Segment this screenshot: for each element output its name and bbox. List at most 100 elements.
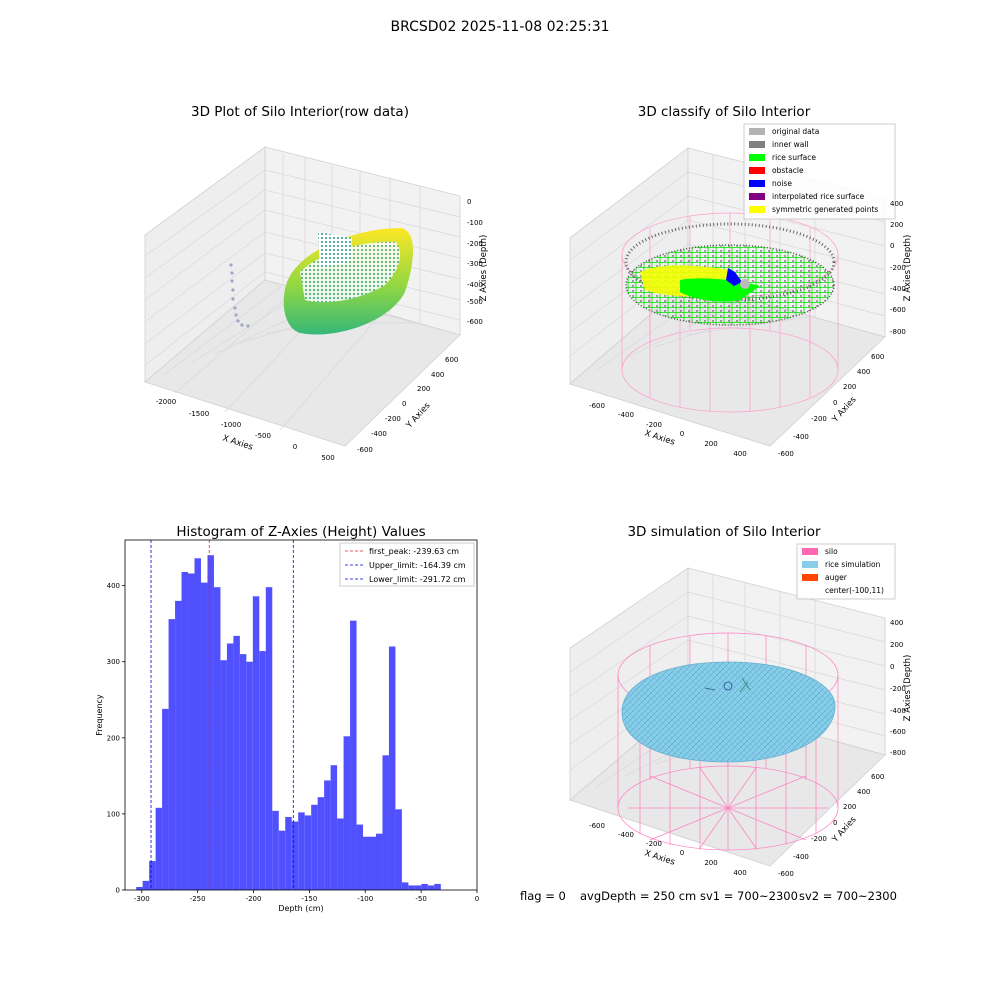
legend-label: first_peak: -239.63 cm: [369, 547, 459, 556]
histogram-bar: [155, 807, 163, 890]
classify-x-ticks: -600 -400 -200 0 200 400: [589, 402, 747, 458]
panel-simulation-3d: 3D simulation of Silo Interior: [569, 524, 913, 878]
histogram-bar: [188, 573, 195, 890]
legend-swatch-rice-surface: [749, 154, 765, 161]
histogram-bar: [324, 780, 331, 890]
histogram-reference-lines: [150, 540, 294, 890]
y-tick: -400: [793, 433, 809, 441]
histogram-bars: [136, 555, 441, 890]
classify-z-ticks: 400 200 0 -200 -400 -600 -800: [890, 200, 906, 336]
raw-y-ticks: -600 -400 -200 0 200 400 600: [357, 356, 458, 454]
histogram-title: Histogram of Z-Axies (Height) Values: [176, 524, 425, 540]
x-tick-label: 0: [475, 895, 479, 903]
auger-marker: [704, 677, 751, 693]
x-tick-label: -200: [246, 895, 262, 903]
histogram-x-ticks: -300 -250 -200 -150 -100 -50 0: [134, 890, 479, 903]
histogram-bar: [259, 651, 266, 890]
histogram-bar: [382, 755, 389, 890]
z-tick: -400: [890, 707, 906, 715]
histogram-bar: [252, 596, 260, 890]
y-tick-label: 200: [107, 734, 120, 742]
z-tick: -200: [890, 685, 906, 693]
simulation-x-label: X Axies: [643, 848, 676, 867]
panel-classify-3d: 3D classify of Silo Interior: [569, 104, 913, 458]
classify-x-label: X Axies: [643, 428, 676, 447]
panel-raw-3d: 3D Plot of Silo Interior(row data): [144, 104, 489, 462]
histogram-bar: [213, 587, 221, 890]
z-tick: -400: [467, 281, 483, 289]
y-tick: 0: [833, 399, 837, 407]
x-tick: -2000: [156, 398, 176, 406]
histogram-bar: [220, 660, 227, 890]
legend-swatch-obstacle: [749, 167, 765, 174]
avg-depth-text: avgDepth = 250 cm: [580, 889, 696, 903]
y-tick: 400: [431, 371, 444, 379]
histogram-bar: [200, 582, 208, 890]
histogram-axes-frame: [124, 539, 478, 891]
legend-label: interpolated rice surface: [772, 192, 865, 201]
x-tick: 400: [733, 450, 746, 458]
x-tick: 500: [321, 454, 334, 462]
histogram-bar: [330, 765, 338, 890]
histogram-bar: [136, 886, 143, 890]
y-tick: 400: [857, 788, 870, 796]
sv1-text: sv1 = 700~2300: [700, 889, 798, 903]
histogram-bar: [317, 797, 325, 890]
z-tick: 200: [890, 641, 903, 649]
simulation-z-label: Z Axies (Depth): [903, 655, 913, 722]
y-tick: 0: [833, 819, 837, 827]
legend-label: obstacle: [772, 166, 804, 175]
legend-label: center(-100,11): [825, 586, 884, 595]
y-tick: -600: [778, 870, 794, 878]
histogram-legend: first_peak: -239.63 cm Upper_limit: -164…: [339, 542, 475, 587]
raw-x-ticks: -2000 -1500 -1000 -500 0 500: [156, 398, 335, 462]
legend-frame: [743, 123, 896, 220]
histogram-bar: [337, 818, 344, 890]
histogram-bar: [272, 810, 279, 890]
x-tick: -200: [646, 421, 662, 429]
histogram-bar: [265, 587, 273, 890]
histogram-bar: [350, 620, 357, 890]
y-tick: 600: [445, 356, 458, 364]
histogram-bar: [181, 571, 189, 890]
panel-raw-title: 3D Plot of Silo Interior(row data): [191, 104, 409, 120]
histogram-bar: [408, 885, 415, 890]
y-tick: 0: [402, 400, 406, 408]
y-tick: 600: [871, 353, 884, 361]
histogram-bar: [395, 809, 402, 890]
histogram-bar: [168, 619, 176, 890]
simulation-x-ticks: -600 -400 -200 0 200 400: [589, 822, 747, 877]
raw-z-ticks: 0 -100 -200 -300 -400 -500 -600: [467, 198, 483, 326]
histogram-y-label: Frequency: [95, 694, 104, 736]
x-tick: -200: [646, 840, 662, 848]
z-tick: -600: [890, 306, 906, 314]
x-tick-label: -300: [134, 895, 150, 903]
x-tick: 200: [704, 859, 717, 867]
histogram-bar: [207, 555, 214, 890]
y-tick: 400: [857, 368, 870, 376]
histogram-bar: [246, 661, 253, 890]
sv2-text: sv2 = 700~2300: [799, 889, 897, 903]
simulation-y-ticks: -600 -400 -200 0 200 400 600: [778, 773, 884, 878]
legend-swatch-symmetric: [749, 206, 765, 213]
classify-point-cloud: [624, 222, 836, 326]
legend-swatch-interpolated: [749, 193, 765, 200]
panel-simulation-title: 3D simulation of Silo Interior: [627, 524, 821, 540]
z-tick: -400: [890, 285, 906, 293]
x-tick-label: -250: [190, 895, 206, 903]
y-tick: 200: [417, 385, 430, 393]
x-tick: -400: [618, 411, 634, 419]
legend-swatch-rice-simulation: [802, 561, 818, 568]
z-tick: -200: [890, 264, 906, 272]
x-tick: 0: [293, 443, 297, 451]
classify-legend: original data inner wall rice surface ob…: [743, 123, 896, 220]
histogram-bar: [375, 833, 383, 890]
histogram-bar: [162, 708, 169, 890]
raw-x-label: X Axies: [221, 433, 254, 452]
histogram-bar: [298, 812, 305, 890]
raw-z-label: Z Axies (Depth): [479, 235, 489, 302]
legend-swatch-noise: [749, 180, 765, 187]
histogram-y-ticks: 0 100 200 300 400: [107, 582, 125, 895]
y-tick: -600: [357, 446, 373, 454]
legend-label: auger: [825, 573, 848, 582]
